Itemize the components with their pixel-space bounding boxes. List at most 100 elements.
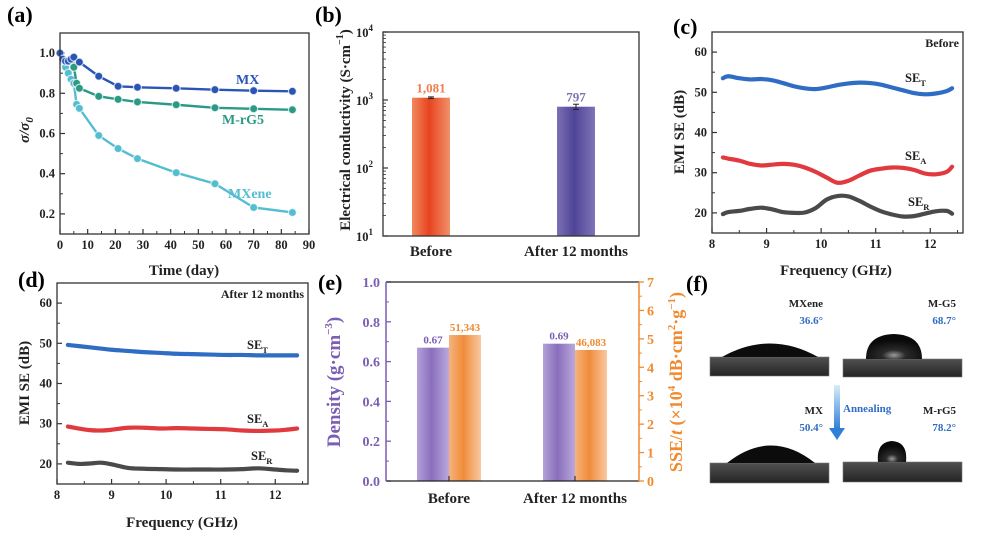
data-point-mxene	[132, 154, 143, 164]
bar-value-label-density: 0.69	[549, 331, 569, 343]
y-tick-label: 103	[356, 91, 374, 108]
x-tick-label: 8	[54, 488, 60, 502]
y-tick-label: 60	[40, 296, 53, 310]
x-tick-label: 10	[81, 238, 94, 252]
contact-angle-mxene: 36.6°	[799, 315, 823, 327]
right-y-axis-label: SSE/t (×104 dB·cm2·g−1)	[666, 292, 687, 472]
y-tick-label: 101	[356, 227, 374, 244]
bar-density	[543, 343, 575, 481]
data-point-mx	[171, 83, 181, 93]
x-tick-label: 9	[763, 237, 769, 251]
panel-b-electrical-conductivity: (b) 101 102 103 104 1,081 797 Before After 1…	[315, 2, 640, 260]
y-tick-label: 0.8	[39, 86, 55, 100]
sample-name-mx: MX	[805, 405, 823, 417]
y-tick-label: 20	[695, 206, 708, 220]
annotation-before: Before	[925, 36, 959, 50]
bar-density	[417, 347, 449, 481]
panel-label-c: (c)	[673, 14, 697, 39]
ticks-group: 0.0 0.2 0.4 0.6 0.8 1.0 0 1 2 3 4 5 6 7	[363, 276, 655, 490]
x-tick-label: 70	[247, 238, 260, 252]
category-label-before: Before	[410, 244, 453, 260]
x-tick-label: 12	[269, 488, 282, 502]
data-point-mx	[69, 52, 79, 62]
x-tick-label: 8	[709, 237, 715, 251]
panel-label-f: (f)	[686, 271, 708, 296]
y-tick-label: 40	[695, 126, 708, 140]
y-tick-label: 50	[40, 336, 53, 350]
bars-group: 0.67 51,343 0.69 46,083	[417, 322, 607, 481]
contact-angle-mx: 50.4°	[799, 422, 823, 434]
bar-value-label-sse: 51,343	[450, 322, 481, 334]
ticks-group: 8 9 10 11 12 20 30 40 50 60	[40, 282, 304, 502]
data-point-mx	[210, 85, 220, 95]
right-y-tick-label: 4	[647, 361, 654, 376]
data-point-mxene	[94, 130, 104, 141]
x-y-ticks: 0 10 20 30 40 50 60 70 80 90 0.2 0.4 0.6 0.8 1.0	[39, 46, 315, 252]
series-group	[65, 342, 300, 473]
plot-frame	[59, 32, 310, 235]
legend-label-m-rg5: M-rG5	[222, 113, 264, 128]
data-point-mxene	[113, 143, 123, 154]
y-tick-label: 60	[695, 45, 708, 59]
plot-frame	[56, 282, 309, 485]
right-y-tick-label: 1	[647, 447, 654, 462]
x-tick-label: 20	[109, 238, 122, 252]
series-label-se-r: SER	[908, 195, 930, 212]
panel-f-contact-angles: (f) MXene 36.6° M-G5 68.7° Annealing MX …	[686, 271, 963, 484]
left-y-tick-label: 0.0	[363, 475, 381, 490]
data-point-mx	[113, 81, 123, 91]
data-point-m-rg5	[94, 91, 104, 101]
x-tick-label: 12	[924, 237, 937, 251]
y-axis-label: EMI SE (dB)	[17, 341, 33, 425]
series-line-se-r	[65, 460, 300, 473]
y-ticks: 101 102 103 104	[356, 23, 577, 244]
x-tick-label: 11	[870, 237, 882, 251]
x-tick-label: 50	[192, 238, 205, 252]
panel-label-b: (b)	[315, 2, 342, 27]
contact-angle-image-mx	[709, 445, 830, 484]
series-label-se-r: SER	[251, 449, 273, 466]
bar-sse	[449, 335, 481, 481]
plot-frame	[711, 31, 964, 234]
left-y-tick-label: 1.0	[363, 276, 381, 291]
category-label-after: After 12 months	[523, 491, 627, 507]
category-label-before: Before	[428, 491, 471, 507]
plot-frame	[382, 31, 640, 237]
bar-after	[557, 106, 595, 236]
left-y-axis-label: Density (g·cm−3)	[323, 317, 345, 448]
data-point-mx	[132, 82, 143, 92]
contact-angle-m-g5: 68.7°	[932, 315, 956, 327]
left-y-tick-label: 0.2	[363, 435, 381, 450]
series-label-se-a: SEA	[247, 412, 269, 429]
data-point-m-rg5	[171, 100, 181, 110]
panel-d-emi-se-after: (d) 8 9 10 11 12 20 30 40 50 60 After 12 months S…	[17, 267, 309, 531]
series-line-se-r	[720, 193, 955, 219]
x-axis-label: Frequency (GHz)	[126, 515, 238, 531]
x-tick-label: 40	[164, 238, 177, 252]
bar-before	[412, 97, 450, 236]
right-y-tick-label: 0	[647, 475, 654, 490]
y-tick-label: 0.6	[39, 127, 55, 141]
x-tick-label: 0	[57, 238, 63, 252]
y-axis-label: EMI SE (dB)	[672, 90, 688, 174]
series-group	[720, 74, 955, 219]
contact-angle-image-mxene	[709, 343, 830, 377]
contact-angle-m-rg5: 78.2°	[932, 422, 956, 434]
bar-value-label: 797	[566, 90, 586, 105]
right-y-tick-label: 5	[647, 333, 654, 348]
x-axis-label: Frequency (GHz)	[780, 263, 892, 279]
data-point-mx	[249, 86, 259, 96]
series-label-se-t: SET	[905, 71, 926, 88]
series-line-se-a	[720, 155, 955, 185]
x-tick-label: 30	[137, 238, 150, 252]
data-point-m-rg5	[132, 97, 143, 107]
sample-name-m-rg5: M-rG5	[923, 405, 956, 417]
y-tick-label: 0.4	[39, 167, 55, 181]
x-tick-label: 60	[220, 238, 233, 252]
y-tick-label: 30	[40, 417, 53, 431]
sample-name-m-g5: M-G5	[928, 298, 957, 310]
category-label-after: After 12 months	[524, 244, 628, 260]
panel-a-conductivity-retention: (a) 0 10 20 30 40 50 60 70 80 90 0.2 0.4 0.6 0.8 1.0 M…	[7, 2, 315, 279]
y-tick-label: 30	[695, 166, 708, 180]
series-line-se-a	[65, 424, 300, 434]
